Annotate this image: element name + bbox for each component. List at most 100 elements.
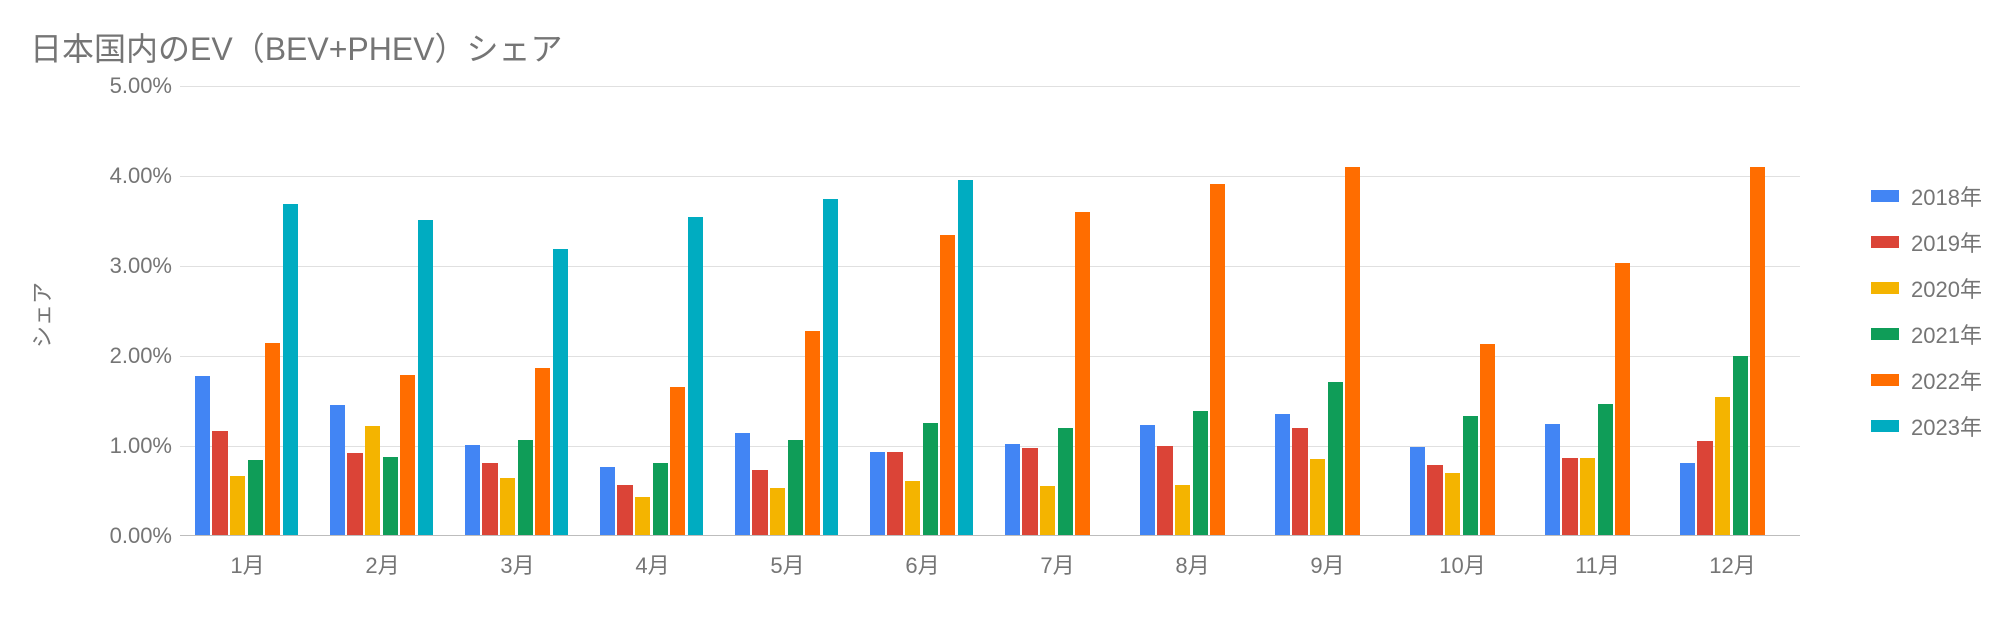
bar <box>1580 458 1595 535</box>
bar <box>958 180 973 536</box>
bar <box>823 199 838 535</box>
bar <box>1310 459 1325 536</box>
legend-label: 2020年 <box>1911 272 1982 304</box>
bar <box>1410 447 1425 535</box>
bar <box>1193 411 1208 535</box>
bar <box>1427 465 1442 535</box>
bar <box>805 331 820 535</box>
bar <box>482 463 497 535</box>
bar <box>230 476 245 535</box>
bar <box>535 368 550 535</box>
bar <box>752 470 767 535</box>
bar <box>1562 458 1577 535</box>
bar <box>635 497 650 535</box>
legend-swatch <box>1871 190 1899 202</box>
ytick-label: 4.00% <box>62 163 172 189</box>
gridline <box>180 176 1800 177</box>
bar <box>330 405 345 536</box>
legend-label: 2021年 <box>1911 318 1982 350</box>
bar <box>600 467 615 535</box>
bar <box>418 220 433 535</box>
bar <box>1463 416 1478 535</box>
legend: 2018年 2019年 2020年 2021年 2022年 2023年 <box>1871 180 1982 442</box>
bar <box>688 217 703 535</box>
legend-swatch <box>1871 328 1899 340</box>
ytick-label: 1.00% <box>62 433 172 459</box>
bar <box>1680 463 1695 535</box>
xtick-label: 8月 <box>1175 548 1209 580</box>
bar <box>1157 446 1172 535</box>
legend-label: 2023年 <box>1911 410 1982 442</box>
xtick-label: 6月 <box>905 548 939 580</box>
bar <box>770 488 785 535</box>
bar <box>1175 485 1190 535</box>
bar <box>870 452 885 535</box>
bar <box>195 376 210 535</box>
bar <box>283 204 298 535</box>
xtick-label: 7月 <box>1040 548 1074 580</box>
bar <box>1598 404 1613 535</box>
bar <box>248 460 263 535</box>
bar <box>940 235 955 535</box>
legend-item: 2019年 <box>1871 226 1982 258</box>
legend-label: 2022年 <box>1911 364 1982 396</box>
legend-item: 2022年 <box>1871 364 1982 396</box>
bar <box>735 433 750 535</box>
bar <box>518 440 533 535</box>
bar <box>887 452 902 535</box>
bar <box>1022 448 1037 535</box>
xtick-label: 11月 <box>1575 548 1620 580</box>
bar <box>1545 424 1560 535</box>
legend-item: 2020年 <box>1871 272 1982 304</box>
bar <box>265 343 280 535</box>
bar <box>1292 428 1307 535</box>
bar <box>553 249 568 535</box>
legend-label: 2018年 <box>1911 180 1982 212</box>
legend-swatch <box>1871 282 1899 294</box>
xtick-label: 5月 <box>770 548 804 580</box>
y-axis-label: シェア <box>25 282 57 348</box>
xtick-label: 3月 <box>500 548 534 580</box>
legend-label: 2019年 <box>1911 226 1982 258</box>
legend-item: 2023年 <box>1871 410 1982 442</box>
bar <box>923 423 938 535</box>
legend-item: 2021年 <box>1871 318 1982 350</box>
bar <box>1275 414 1290 536</box>
bar <box>465 445 480 535</box>
legend-swatch <box>1871 374 1899 386</box>
bar <box>1733 356 1748 535</box>
bar <box>1445 473 1460 535</box>
plot-area <box>180 86 1800 536</box>
xtick-label: 1月 <box>230 548 264 580</box>
legend-swatch <box>1871 236 1899 248</box>
chart-title: 日本国内のEV（BEV+PHEV）シェア <box>30 24 563 70</box>
ytick-label: 3.00% <box>62 253 172 279</box>
ytick-label: 2.00% <box>62 343 172 369</box>
gridline <box>180 86 1800 87</box>
bar <box>500 478 515 535</box>
bar <box>212 431 227 535</box>
bar <box>1005 444 1020 535</box>
bar <box>905 481 920 535</box>
bar <box>383 457 398 535</box>
ytick-label: 5.00% <box>62 73 172 99</box>
bar <box>653 463 668 535</box>
bar <box>1040 486 1055 535</box>
xtick-label: 10月 <box>1439 548 1485 580</box>
bar <box>1328 382 1343 535</box>
bar <box>400 375 415 535</box>
bar <box>1210 184 1225 535</box>
bar <box>1075 212 1090 535</box>
legend-swatch <box>1871 420 1899 432</box>
bar <box>1480 344 1495 535</box>
bar <box>1697 441 1712 535</box>
legend-item: 2018年 <box>1871 180 1982 212</box>
bar <box>1140 425 1155 535</box>
bar <box>1345 167 1360 535</box>
bar <box>347 453 362 535</box>
xtick-label: 12月 <box>1709 548 1755 580</box>
bar <box>788 440 803 535</box>
xtick-label: 4月 <box>635 548 669 580</box>
bar <box>1750 167 1765 535</box>
xtick-label: 2月 <box>365 548 399 580</box>
